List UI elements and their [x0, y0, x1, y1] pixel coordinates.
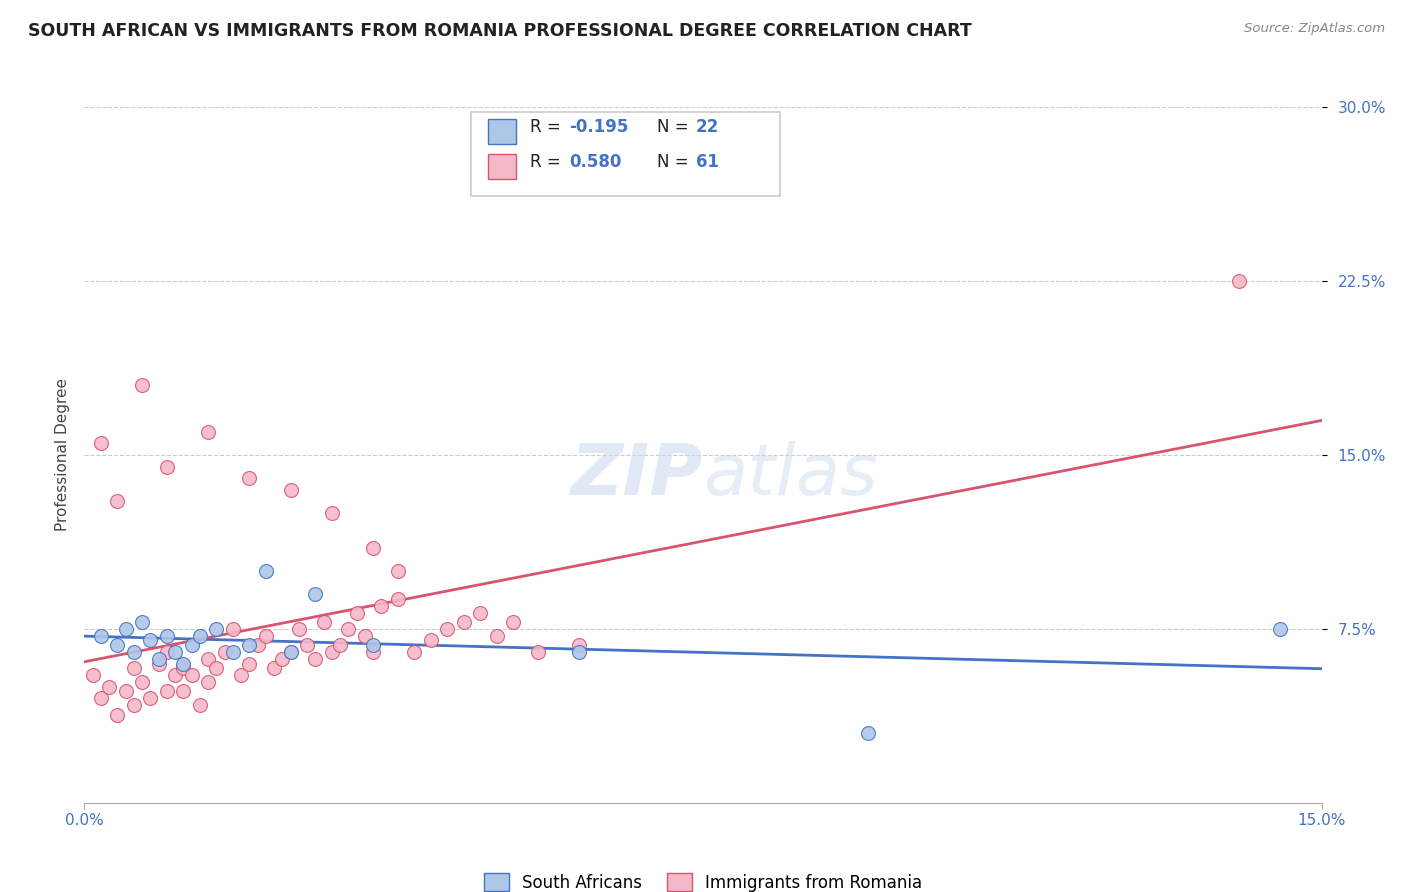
Point: [205, 622, 228, 636]
Point: [329, 638, 352, 652]
Point: [180, 668, 202, 682]
Point: [156, 459, 179, 474]
Point: [304, 587, 326, 601]
Point: [156, 629, 179, 643]
Point: [238, 657, 260, 671]
Text: N =: N =: [657, 153, 693, 171]
Point: [404, 645, 426, 659]
Point: [280, 645, 302, 659]
Point: [288, 622, 311, 636]
Point: [321, 506, 343, 520]
Text: atlas: atlas: [703, 442, 877, 510]
Point: [502, 615, 524, 629]
Point: [139, 691, 162, 706]
Point: [337, 622, 360, 636]
Point: [353, 629, 375, 643]
Point: [156, 645, 179, 659]
Text: 61: 61: [696, 153, 718, 171]
Point: [1270, 622, 1292, 636]
Point: [114, 622, 136, 636]
Point: [263, 661, 285, 675]
Text: N =: N =: [657, 118, 693, 136]
Point: [180, 638, 202, 652]
Point: [197, 675, 219, 690]
Point: [165, 668, 187, 682]
Point: [148, 657, 170, 671]
Point: [114, 684, 136, 698]
Point: [165, 645, 187, 659]
Point: [361, 638, 384, 652]
Point: [131, 378, 153, 392]
Point: [361, 645, 384, 659]
Point: [321, 645, 343, 659]
Point: [122, 645, 145, 659]
Point: [856, 726, 879, 740]
Text: Source: ZipAtlas.com: Source: ZipAtlas.com: [1244, 22, 1385, 36]
Point: [188, 698, 211, 713]
Point: [122, 661, 145, 675]
Point: [470, 606, 492, 620]
Point: [387, 591, 409, 606]
Point: [346, 606, 368, 620]
Point: [98, 680, 121, 694]
Point: [229, 668, 252, 682]
Point: [105, 638, 128, 652]
Point: [312, 615, 335, 629]
Point: [172, 657, 194, 671]
Point: [90, 436, 112, 450]
Point: [105, 494, 128, 508]
Point: [122, 698, 145, 713]
Point: [139, 633, 162, 648]
Text: 0.580: 0.580: [569, 153, 621, 171]
Point: [131, 675, 153, 690]
Legend: South Africans, Immigrants from Romania: South Africans, Immigrants from Romania: [477, 867, 929, 892]
Point: [485, 629, 508, 643]
Point: [453, 615, 475, 629]
Point: [271, 652, 294, 666]
Point: [568, 638, 591, 652]
Point: [254, 564, 277, 578]
Point: [568, 645, 591, 659]
Point: [238, 638, 260, 652]
Point: [105, 707, 128, 722]
Point: [370, 599, 392, 613]
Point: [280, 483, 302, 497]
Point: [304, 652, 326, 666]
Text: SOUTH AFRICAN VS IMMIGRANTS FROM ROMANIA PROFESSIONAL DEGREE CORRELATION CHART: SOUTH AFRICAN VS IMMIGRANTS FROM ROMANIA…: [28, 22, 972, 40]
Point: [527, 645, 550, 659]
Point: [436, 622, 458, 636]
Point: [90, 629, 112, 643]
Text: ZIP: ZIP: [571, 442, 703, 510]
Point: [246, 638, 269, 652]
Point: [419, 633, 441, 648]
Point: [387, 564, 409, 578]
Point: [156, 684, 179, 698]
Text: -0.195: -0.195: [569, 118, 628, 136]
Point: [148, 652, 170, 666]
Point: [222, 645, 245, 659]
Point: [1227, 274, 1250, 288]
Point: [254, 629, 277, 643]
Text: R =: R =: [530, 153, 567, 171]
Point: [90, 691, 112, 706]
Point: [280, 645, 302, 659]
Point: [214, 645, 236, 659]
Point: [172, 661, 194, 675]
Point: [222, 622, 245, 636]
Point: [295, 638, 318, 652]
Point: [82, 668, 104, 682]
Point: [361, 541, 384, 555]
Point: [197, 652, 219, 666]
Point: [188, 629, 211, 643]
Point: [238, 471, 260, 485]
Point: [205, 661, 228, 675]
Text: R =: R =: [530, 118, 567, 136]
Point: [131, 615, 153, 629]
Text: 22: 22: [696, 118, 720, 136]
Point: [197, 425, 219, 439]
Point: [172, 684, 194, 698]
Y-axis label: Professional Degree: Professional Degree: [55, 378, 70, 532]
